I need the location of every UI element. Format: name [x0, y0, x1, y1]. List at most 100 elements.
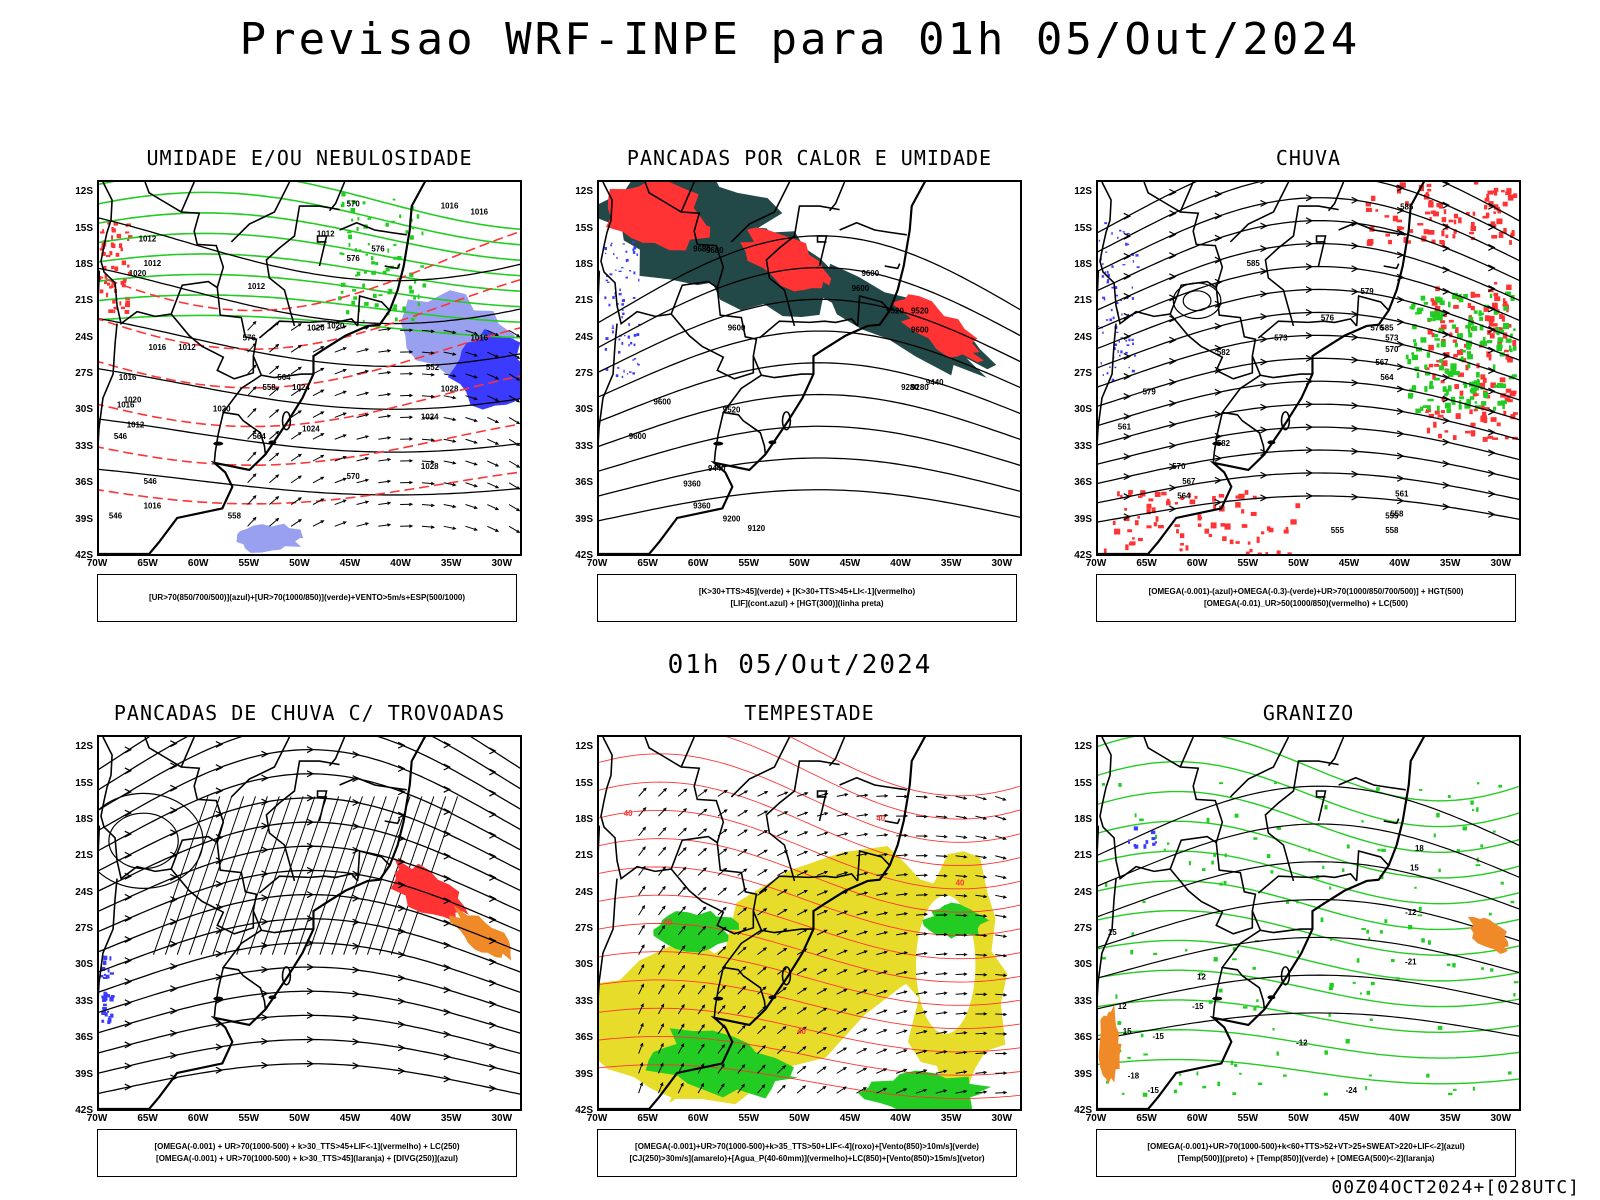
wind-vector-head — [660, 1042, 664, 1047]
speckle — [1447, 301, 1451, 308]
speckle — [107, 1020, 111, 1025]
wind-vector — [796, 1026, 807, 1035]
wind-vector-head — [342, 368, 347, 373]
flow-arrow — [397, 741, 406, 749]
lat-tick-label: 21S — [75, 295, 93, 307]
speckle — [1494, 281, 1498, 285]
wind-vector-head — [923, 1069, 928, 1073]
wind-vector-head — [943, 893, 948, 898]
wind-vector-head — [843, 1027, 848, 1032]
speckle — [1180, 543, 1184, 546]
wind-vector — [487, 373, 499, 380]
wind-vector — [677, 847, 687, 857]
flow-arrow — [352, 1014, 360, 1022]
speckle — [410, 318, 415, 322]
speckle — [1499, 313, 1504, 320]
speckle — [1120, 350, 1123, 354]
lat-tick-label: 39S — [75, 513, 93, 525]
country-border — [856, 849, 891, 882]
speckle — [1295, 503, 1301, 509]
wind-vector-head — [495, 354, 500, 358]
speckle — [1241, 524, 1248, 528]
speckle — [409, 272, 414, 277]
speckle — [1453, 229, 1457, 234]
flow-arrow — [352, 846, 360, 854]
wind-vector-head — [452, 439, 457, 443]
speckle — [1475, 864, 1481, 867]
wind-vector-head — [943, 834, 948, 839]
speckle — [1273, 782, 1277, 785]
wind-vector — [378, 437, 391, 440]
speckle — [113, 310, 116, 314]
wind-vector — [312, 389, 324, 397]
speckle — [1421, 938, 1425, 943]
speckle — [116, 233, 122, 239]
wind-vector-head — [473, 418, 478, 423]
hatch-line — [366, 796, 423, 955]
speckle — [1415, 408, 1421, 414]
wind-vector — [796, 1066, 806, 1074]
wind-vector-head — [409, 393, 414, 398]
speckle — [1132, 260, 1135, 263]
wind-vector — [697, 946, 706, 955]
wind-vector — [796, 831, 808, 837]
wind-vector — [915, 1089, 927, 1094]
speckle — [1451, 324, 1457, 329]
wind-vector — [896, 1029, 907, 1035]
flow-arrow — [489, 979, 497, 987]
speckle — [1486, 194, 1490, 201]
contour-label: 40 — [624, 809, 633, 818]
speckle — [1469, 231, 1475, 235]
speckle — [1465, 340, 1473, 347]
flow-arrow — [1123, 413, 1132, 421]
speckle — [1454, 384, 1459, 389]
wind-vector — [816, 890, 828, 896]
wind-vector-head — [804, 850, 809, 855]
country-border — [1257, 872, 1358, 894]
flow-arrow — [1488, 387, 1496, 395]
speckle — [339, 252, 343, 255]
flow-arrow — [1442, 330, 1450, 338]
flow-arrow — [170, 762, 178, 770]
flow-arrow — [1442, 417, 1450, 425]
wind-vector — [876, 912, 888, 916]
wind-vector — [334, 325, 347, 331]
speckle — [1283, 1074, 1287, 1077]
contour-line — [1098, 861, 1519, 918]
wind-vector — [378, 349, 391, 353]
wind-vector-head — [963, 1011, 968, 1016]
lon-tick-label: 60W — [1186, 1113, 1208, 1124]
panel-legend: [K>30+TTS>45](verde) + [K>30+TTS>45+LI<-… — [597, 574, 1017, 622]
legend-line: [UR>70(850/700/500)](azul)+[UR>70(1000/8… — [148, 593, 466, 602]
speckle — [1121, 1092, 1125, 1095]
wind-vector — [290, 345, 302, 353]
speckle — [1110, 308, 1113, 312]
speckle — [1117, 491, 1120, 497]
speckle — [1429, 381, 1433, 386]
flow-arrow — [306, 842, 315, 850]
wind-vector-head — [252, 429, 257, 434]
country-border — [1315, 235, 1327, 267]
wind-vector — [487, 482, 499, 489]
speckle — [1188, 493, 1192, 498]
speckle — [1128, 338, 1131, 342]
speckle — [1494, 385, 1501, 388]
wind-vector — [737, 947, 747, 956]
lat-tick-label: 24S — [1074, 886, 1092, 898]
speckle — [127, 264, 130, 268]
wind-vector-head — [252, 386, 257, 391]
speckle — [1482, 411, 1487, 418]
flow-arrow — [261, 798, 269, 806]
wind-vector — [757, 791, 768, 797]
contour-label: 40 — [663, 918, 672, 927]
wind-vector — [269, 518, 279, 527]
lake — [1212, 996, 1223, 1001]
speckle — [1330, 937, 1333, 942]
wind-vector — [717, 1044, 725, 1054]
lat-tick-label: 33S — [575, 995, 593, 1007]
wind-vector-head — [702, 886, 707, 891]
speckle — [1180, 496, 1184, 501]
speckle — [1266, 526, 1271, 531]
country-border — [1169, 842, 1257, 935]
speckle — [1446, 963, 1451, 967]
